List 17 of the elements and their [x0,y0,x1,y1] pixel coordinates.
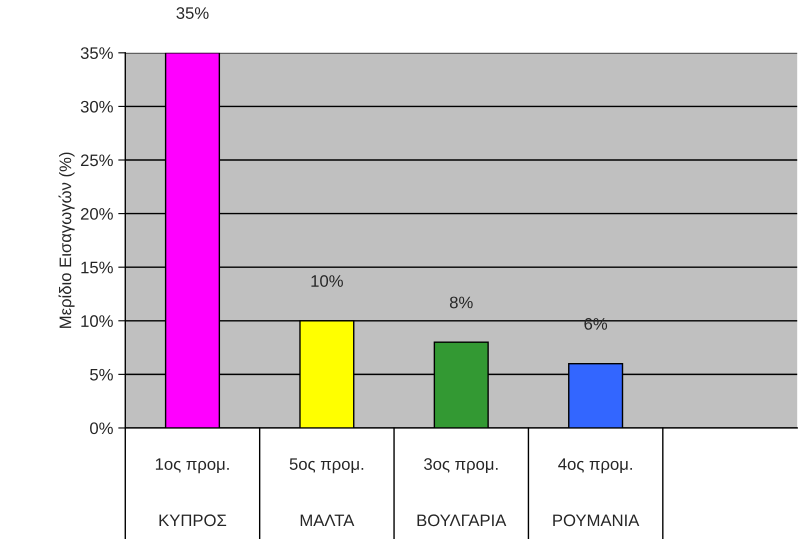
data-label: 35% [176,7,209,19]
y-axis-title: Μερίδιο Εισαγωγών (%) [58,152,75,328]
category-label: 5ος προμ. ΜΑΛΤΑ [290,458,364,526]
category-label: 3ος προμ. ΒΟΥΛΓΑΡΙΑ [418,458,506,526]
y-tick-label: 0% [90,422,113,434]
data-label: 6% [584,318,608,330]
data-label: 8% [450,296,473,308]
y-tick-label: 15% [81,262,113,274]
y-tick-label: 5% [90,368,113,381]
y-tick-label: 20% [80,208,113,220]
y-tick-label: 25% [80,154,113,166]
y-tick-label: 10% [81,315,113,327]
y-tick-label: 35% [80,47,113,60]
category-label: 4ος προμ. ΡΟΥΜΑΝΙΑ [553,458,640,526]
data-label: 10% [311,275,343,287]
y-tick-label: 30% [80,100,113,113]
category-label: 1ος προμ. ΚΥΠΡΟΣ [156,458,229,526]
